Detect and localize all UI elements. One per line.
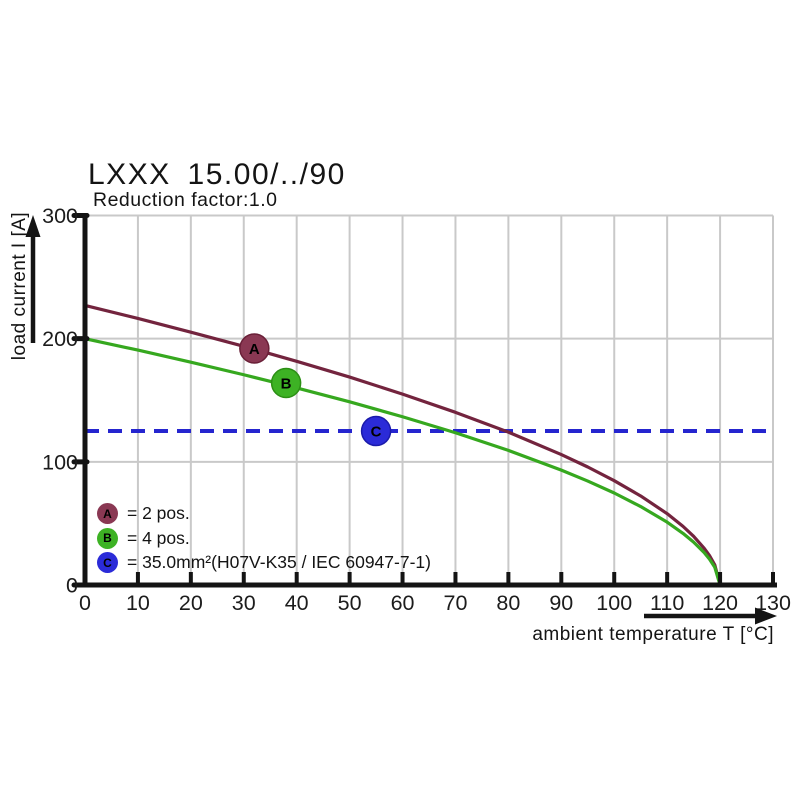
legend-marker-a-icon: A: [97, 503, 118, 524]
svg-text:C: C: [371, 424, 382, 441]
svg-text:100: 100: [596, 591, 632, 615]
svg-text:B: B: [281, 376, 292, 393]
svg-text:70: 70: [444, 591, 468, 615]
svg-text:30: 30: [232, 591, 256, 615]
y-axis-label: load current I [A]: [9, 211, 30, 361]
marker-a: A: [239, 333, 270, 364]
svg-text:0: 0: [66, 574, 78, 598]
x-axis-label: ambient temperature T [°C]: [532, 624, 774, 645]
legend-item-c: C = 35.0mm²(H07V-K35 / IEC 60947-7-1): [97, 552, 431, 573]
legend-marker-b-icon: B: [97, 527, 118, 549]
tick-labels: 0 10 20 30 40 50 60 70 80 90 100 110 120 130010020030…: [42, 204, 791, 615]
legend-item-a: A = 2 pos.: [97, 503, 431, 524]
x-axis-arrowhead-icon: [755, 607, 777, 625]
legend-marker-c-icon: C: [97, 552, 118, 573]
legend-item-b: B = 4 pos.: [97, 527, 431, 549]
svg-text:10: 10: [126, 591, 150, 615]
svg-text:80: 80: [496, 591, 520, 615]
legend-label-b: = 4 pos.: [127, 527, 190, 548]
svg-text:20: 20: [179, 591, 203, 615]
svg-text:200: 200: [42, 327, 78, 351]
svg-text:0: 0: [79, 591, 91, 615]
svg-text:300: 300: [42, 204, 78, 228]
chart-title: LXXX 15.00/../90: [88, 158, 346, 191]
svg-text:110: 110: [650, 591, 684, 615]
tick-marks: [71, 213, 775, 588]
y-axis-arrowhead-icon: [25, 215, 41, 237]
reduction-factor-label: Reduction factor:1.0: [93, 189, 278, 211]
svg-text:90: 90: [549, 591, 573, 615]
legend-label-a: = 2 pos.: [127, 503, 190, 523]
svg-text:A: A: [249, 341, 260, 358]
svg-text:120: 120: [702, 591, 738, 615]
svg-text:100: 100: [42, 450, 78, 474]
legend: A = 2 pos. B = 4 pos. C = 35.0mm²(H07V-K…: [97, 503, 431, 577]
marker-c: C: [360, 415, 392, 447]
legend-label-c: = 35.0mm²(H07V-K35 / IEC 60947-7-1): [127, 552, 431, 572]
axes: [82, 213, 777, 588]
svg-text:50: 50: [338, 591, 362, 615]
marker-b: B: [270, 367, 302, 399]
svg-text:60: 60: [391, 591, 415, 615]
svg-text:40: 40: [285, 591, 309, 615]
curve-b: [83, 337, 722, 587]
